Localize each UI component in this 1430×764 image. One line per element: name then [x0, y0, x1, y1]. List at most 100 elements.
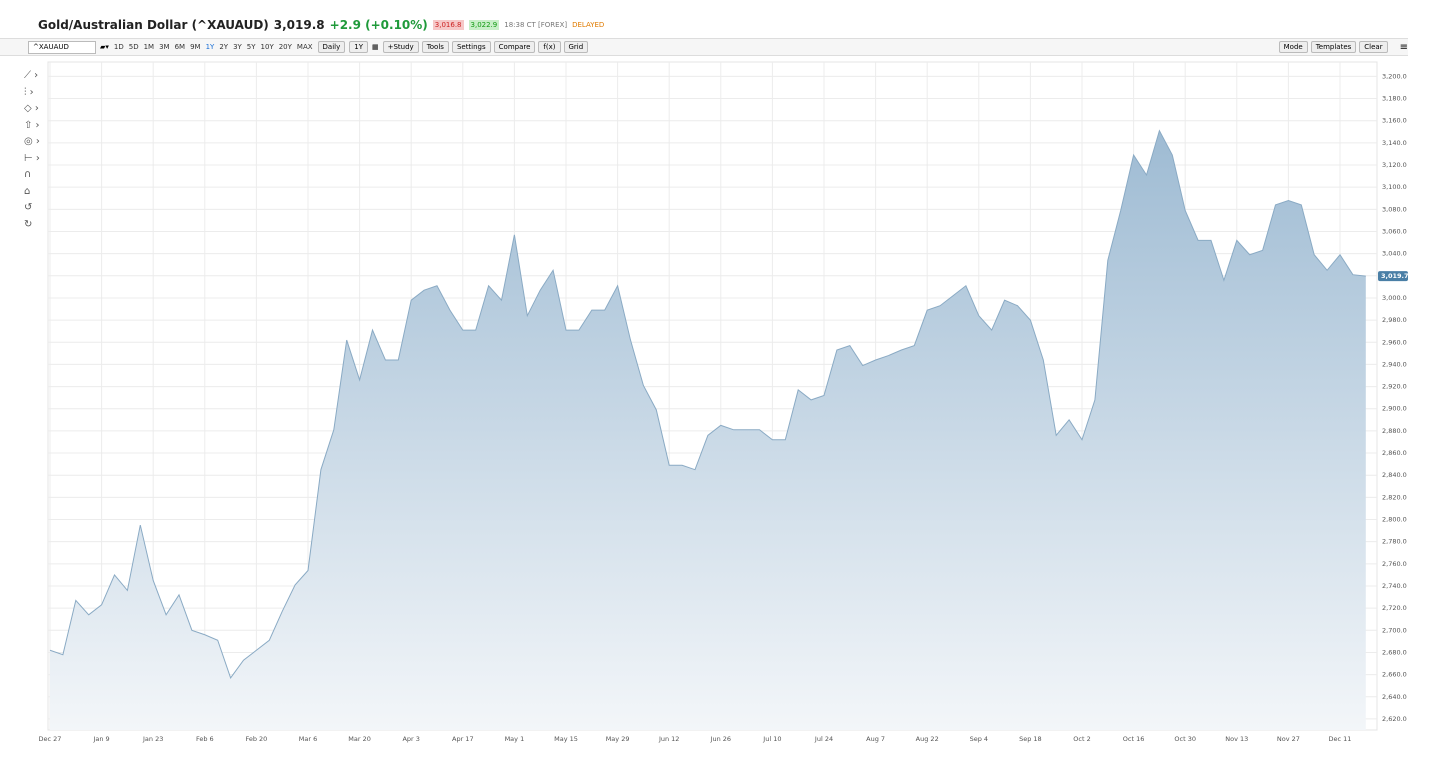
range-button[interactable]: 10Y: [260, 43, 274, 51]
range-button[interactable]: 6M: [174, 43, 186, 51]
range-button[interactable]: 3Y: [233, 43, 242, 51]
tool[interactable]: ↺: [24, 202, 33, 213]
bid: 3,016.8: [432, 20, 464, 30]
y-tick-label: 2,920.0: [1382, 383, 1407, 391]
y-tick-label: 2,640.0: [1382, 693, 1407, 701]
y-tick-label: 2,660.0: [1382, 671, 1407, 679]
ranges: 1D 5D 1M 3M 6M 9M 1Y 2Y 3Y 5Y 10Y 20Y MAX: [113, 43, 314, 51]
tool[interactable]: ⌂: [24, 185, 31, 197]
title: Gold/Australian Dollar (^XAUAUD): [38, 18, 269, 32]
time: 18:38 CT [FOREX]: [504, 21, 568, 29]
toolbar-button[interactable]: Mode: [1278, 41, 1308, 53]
x-tick-label: Jul 10: [762, 735, 781, 743]
toolbar-button[interactable]: Clear: [1359, 41, 1388, 53]
toolbar-button[interactable]: Templates: [1310, 41, 1357, 53]
y-tick-label: 3,140.0: [1382, 139, 1407, 147]
toolbar-button[interactable]: f(x): [538, 41, 561, 53]
y-tick-label: 3,040.0: [1382, 250, 1407, 258]
y-tick-label: 2,860.0: [1382, 449, 1407, 457]
price-line: [49, 129, 1366, 680]
x-tick-label: Oct 2: [1073, 735, 1090, 743]
menu[interactable]: ≡: [1399, 41, 1408, 53]
y-tick-label: 2,620.0: [1382, 715, 1407, 723]
x-tick-label: Feb 20: [245, 735, 267, 743]
x-tick-label: Aug 22: [916, 735, 939, 743]
chart-type[interactable]: ▰▾: [100, 43, 109, 51]
y-tick-label: 3,060.0: [1382, 227, 1407, 235]
ask: 3,022.9: [468, 20, 500, 30]
y-tick-label: 2,900.0: [1382, 405, 1407, 413]
range-button[interactable]: 3M: [159, 43, 170, 51]
y-tick-label: 3,080.0: [1382, 205, 1407, 213]
x-tick-label: Sep 18: [1019, 735, 1042, 743]
toolbar: ^XAUAUD ▰▾ 1D 5D 1M 3M 6M 9M 1Y 2Y 3Y 5Y 10Y 20Y MAX…: [0, 38, 1408, 56]
x-tick-label: Jul 24: [814, 735, 833, 743]
x-tick-label: Oct 16: [1123, 735, 1145, 743]
range-button[interactable]: 2Y: [219, 43, 229, 51]
toolbar-button[interactable]: Grid: [563, 41, 589, 53]
tool[interactable]: ⇧ ›: [24, 119, 40, 131]
y-tick-label: 2,960.0: [1382, 338, 1407, 346]
x-tick-label: Sep 4: [970, 735, 988, 743]
right-buttons: Mode Templates Clear: [1278, 41, 1388, 53]
x-tick-label: Mar 20: [348, 735, 371, 743]
period[interactable]: 1Y: [349, 41, 368, 53]
y-tick-label: 2,700.0: [1382, 626, 1407, 634]
symbol-input[interactable]: ^XAUAUD: [28, 40, 96, 54]
buttons: +Study Tools Settings Compare f(x) Grid: [382, 41, 589, 53]
area-fill: [50, 130, 1366, 731]
x-tick-label: Mar 6: [299, 735, 317, 743]
y-tick-label: 3,120.0: [1382, 161, 1407, 169]
y-tick-label: 3,200.0: [1382, 72, 1407, 80]
toolbar-button[interactable]: Settings: [451, 41, 491, 53]
y-tick-label: 2,800.0: [1382, 516, 1407, 524]
x-tick-label: Jan 23: [142, 735, 163, 743]
y-tick-label: 2,740.0: [1382, 582, 1407, 590]
y-tick-label: 2,760.0: [1382, 560, 1407, 568]
range-button[interactable]: 5Y: [246, 43, 256, 51]
x-tick-label: Apr 17: [452, 735, 474, 743]
y-tick-label: 2,680.0: [1382, 648, 1407, 656]
x-tick-label: Jun 26: [710, 735, 732, 743]
x-tick-label: May 15: [554, 735, 578, 743]
tool[interactable]: ↻: [24, 218, 33, 230]
header: Gold/Australian Dollar (^XAUAUD) 3,019.8…: [38, 18, 604, 32]
y-tick-label: 2,980.0: [1382, 316, 1407, 324]
range-button[interactable]: 1M: [143, 43, 155, 51]
x-tick-label: Jan 9: [92, 735, 109, 743]
x-tick-label: Feb 6: [196, 735, 214, 743]
tool[interactable]: ∩: [24, 169, 32, 180]
x-tick-label: Dec 11: [1329, 735, 1352, 743]
tool[interactable]: ⊢ ›: [24, 152, 40, 164]
range-button[interactable]: 9M: [190, 43, 201, 51]
x-tick-label: Apr 3: [402, 735, 419, 743]
x-tick-label: Oct 30: [1174, 735, 1196, 743]
tool[interactable]: ⫶ ›: [24, 86, 34, 98]
range-button[interactable]: 1D: [113, 43, 124, 51]
drawing-tools: ⟋ › ⫶ › ◇ › ⇧ › ◎ › ⊢ › ∩ ⌂ ↺ ↻: [24, 68, 48, 233]
y-tick-label: 3,000.0: [1382, 294, 1407, 302]
y-tick-label: 3,160.0: [1382, 117, 1407, 125]
tool[interactable]: ◎ ›: [24, 136, 40, 147]
change: +2.9 (+0.10%): [329, 18, 428, 32]
tool[interactable]: ◇ ›: [24, 103, 39, 114]
toolbar-button[interactable]: Tools: [421, 41, 449, 53]
price: 3,019.8: [273, 18, 325, 32]
y-tick-label: 2,840.0: [1382, 471, 1407, 479]
toolbar-button[interactable]: Compare: [493, 41, 536, 53]
range-button[interactable]: 20Y: [278, 43, 292, 51]
y-tick-label: 2,820.0: [1382, 493, 1407, 501]
x-tick-label: Aug 7: [866, 735, 885, 743]
interval[interactable]: Daily: [317, 41, 346, 53]
calendar[interactable]: ▦: [371, 43, 379, 51]
range-button[interactable]: 1Y: [205, 43, 215, 51]
x-tick-label: Jun 12: [658, 735, 680, 743]
x-tick-label: Dec 27: [39, 735, 62, 743]
toolbar-button[interactable]: +Study: [382, 41, 419, 53]
range-button[interactable]: 5D: [128, 43, 139, 51]
tool[interactable]: ⟋ ›: [24, 70, 39, 81]
range-button[interactable]: MAX: [296, 43, 313, 51]
status: DELAYED: [572, 21, 605, 29]
